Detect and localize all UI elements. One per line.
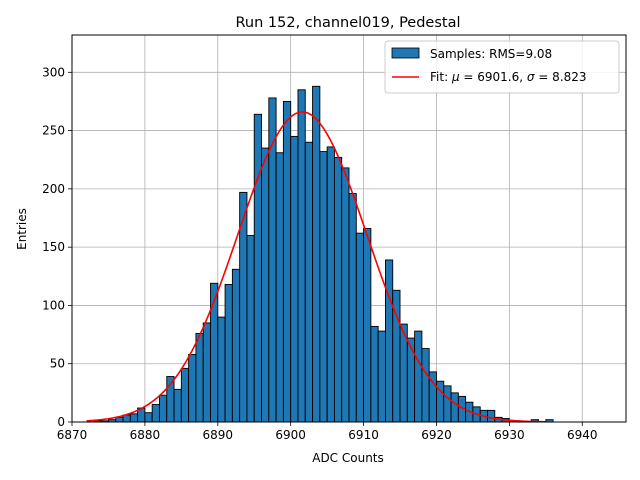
histogram-bar xyxy=(487,409,496,423)
histogram-bar xyxy=(188,353,197,423)
legend-histogram-label: Samples: RMS=9.08 xyxy=(430,47,552,61)
y-tick-label: 150 xyxy=(42,240,65,254)
histogram-bar xyxy=(231,268,241,423)
histogram-bar xyxy=(246,235,255,423)
histogram-bar xyxy=(129,413,139,423)
x-tick-label: 6920 xyxy=(421,428,452,442)
histogram-bar xyxy=(195,332,204,423)
histogram-bar xyxy=(377,330,386,423)
chart-title: Run 152, channel019, Pedestal xyxy=(235,15,460,31)
histogram-bar xyxy=(450,392,459,423)
histogram-bar xyxy=(210,282,219,423)
histogram-bar xyxy=(224,284,233,423)
y-axis-label: Entries xyxy=(15,208,29,250)
x-tick-label: 6880 xyxy=(130,428,161,442)
histogram-bar xyxy=(333,156,343,423)
x-tick-label: 6900 xyxy=(275,428,306,442)
histogram-bar xyxy=(217,316,226,423)
y-axis-ticks: 0 50 100 150 200 250 300 xyxy=(42,65,72,429)
y-tick-label: 300 xyxy=(42,65,65,79)
legend: Samples: RMS=9.08 Fit: μ = 6901.6, σ = 8… xyxy=(384,40,620,94)
y-tick-label: 200 xyxy=(42,182,65,196)
legend-box xyxy=(384,40,620,94)
histogram-bar xyxy=(406,337,416,423)
y-tick-label: 250 xyxy=(42,124,65,138)
x-tick-label: 6940 xyxy=(567,428,598,442)
histogram-bar xyxy=(384,259,394,423)
histogram-bar xyxy=(202,322,211,423)
histogram-bar xyxy=(414,330,423,423)
histogram-bar xyxy=(290,135,299,423)
x-axis-label: ADC Counts xyxy=(312,451,384,465)
histogram-bar xyxy=(173,388,182,423)
histogram-bar xyxy=(443,385,452,423)
x-axis-ticks: 6870 6880 6890 6900 6910 6920 6930 6940 xyxy=(57,422,598,442)
histogram-bar xyxy=(282,100,292,423)
plot-frame xyxy=(71,34,627,423)
y-tick-label: 100 xyxy=(42,298,65,312)
histogram-bar xyxy=(151,404,160,423)
histogram-bar xyxy=(159,394,168,423)
legend-fit-label: Fit: μ = 6901.6, σ = 8.823 xyxy=(430,70,587,84)
histogram-bar xyxy=(115,416,124,423)
histogram-bar xyxy=(319,151,328,423)
histogram-bar xyxy=(363,228,372,423)
x-tick-label: 6930 xyxy=(494,428,525,442)
histogram-bar xyxy=(304,141,314,423)
x-tick-label: 6890 xyxy=(203,428,234,442)
histogram-bar xyxy=(253,113,262,423)
fit-curve xyxy=(86,111,546,423)
histogram-bar xyxy=(275,152,284,423)
histogram-bar xyxy=(348,193,357,423)
y-tick-label: 0 xyxy=(57,415,65,429)
y-tick-label: 50 xyxy=(50,357,65,371)
x-tick-label: 6910 xyxy=(348,428,379,442)
histogram-bar xyxy=(268,97,277,423)
histogram-bar xyxy=(355,232,365,423)
legend-histogram-swatch xyxy=(391,47,420,59)
x-tick-label: 6870 xyxy=(57,428,88,442)
histogram-bar xyxy=(370,325,379,423)
histogram-bar xyxy=(297,89,306,423)
histogram-bar xyxy=(312,85,321,423)
histogram-bar xyxy=(261,147,270,423)
histogram-bar xyxy=(341,167,350,423)
histogram-bar xyxy=(144,412,153,423)
histogram-bar xyxy=(180,367,190,423)
histogram-bar xyxy=(421,348,430,423)
histogram-bar xyxy=(326,146,335,423)
